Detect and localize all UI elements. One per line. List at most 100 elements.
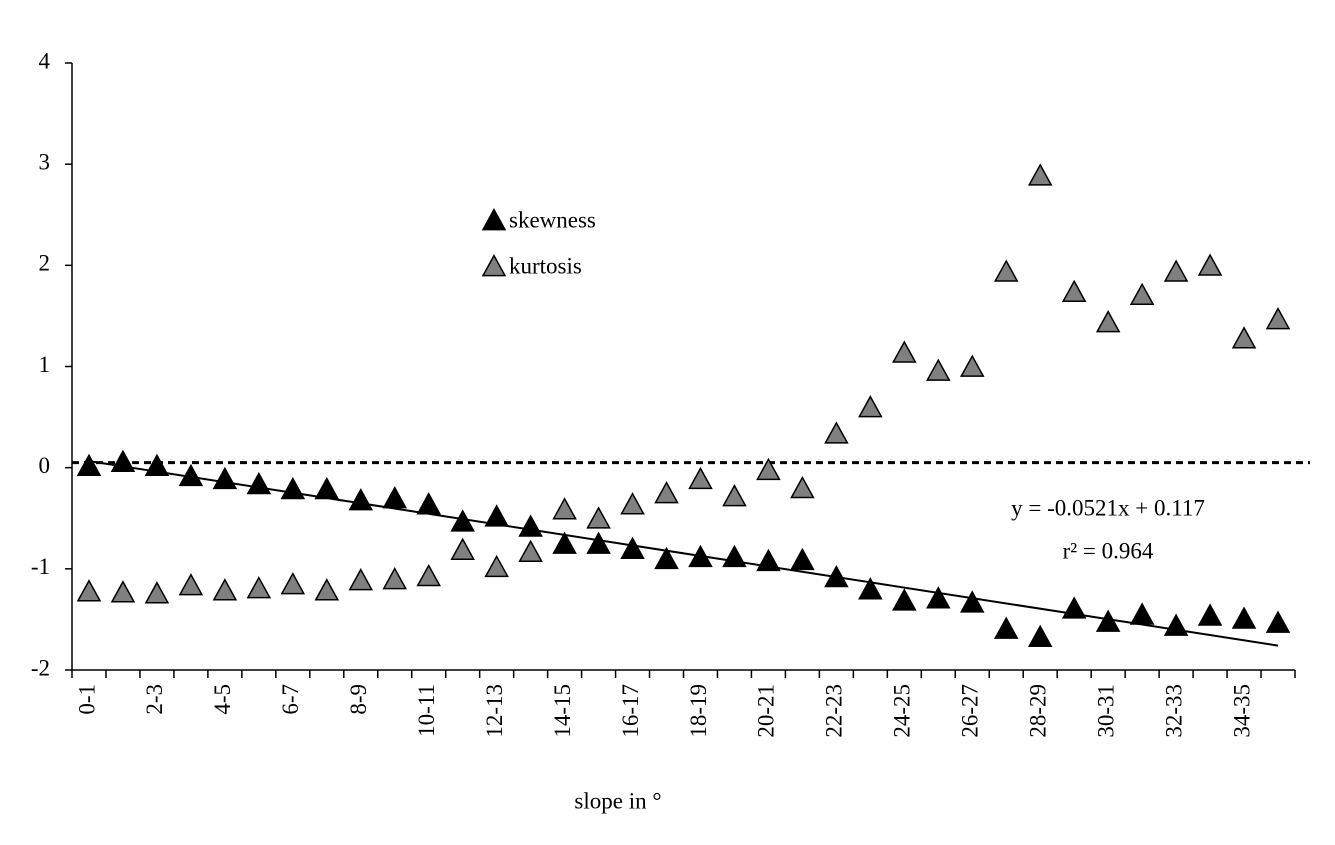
x-tick-label: 20-21 [754, 684, 779, 738]
marker [688, 544, 713, 568]
x-tick-label: 6-7 [278, 684, 303, 715]
marker [144, 581, 170, 604]
marker [1095, 310, 1121, 333]
x-tick-label: 8-9 [346, 684, 371, 715]
x-tick-label: 2-3 [142, 684, 167, 715]
marker [246, 576, 272, 599]
x-tick-label: 12-13 [482, 684, 507, 738]
marker [1027, 163, 1053, 186]
marker [756, 548, 781, 572]
y-tick-label: -2 [31, 655, 50, 680]
x-tick-label: 22-23 [822, 684, 847, 738]
x-tick-label: 0-1 [74, 684, 99, 715]
x-tick-label: 32-33 [1161, 684, 1186, 738]
x-tick-label: 26-27 [958, 684, 983, 738]
y-tick-label: 4 [39, 48, 51, 73]
trend-r2: r² = 0.964 [1063, 538, 1154, 563]
marker [178, 463, 204, 487]
x-tick-label: 34-35 [1229, 684, 1254, 738]
marker [314, 476, 340, 500]
marker [1231, 606, 1257, 629]
marker [586, 531, 611, 554]
marker [756, 457, 781, 481]
marker [1061, 279, 1087, 303]
y-tick-label: 1 [39, 352, 51, 377]
legend-marker [481, 208, 507, 231]
marker [1197, 253, 1223, 276]
marker [959, 354, 985, 377]
marker [824, 421, 849, 444]
marker [348, 488, 374, 511]
marker [993, 616, 1019, 639]
marker [1027, 624, 1053, 647]
legend-marker [481, 254, 507, 277]
marker [926, 586, 951, 609]
x-tick-label: 28-29 [1025, 684, 1050, 738]
marker [790, 547, 815, 571]
marker [1265, 307, 1291, 330]
marker [518, 539, 543, 563]
x-tick-label: 10-11 [414, 684, 439, 737]
marker [1197, 603, 1223, 626]
marker [484, 504, 509, 527]
marker [484, 554, 509, 578]
marker [212, 466, 238, 490]
marker [620, 492, 645, 515]
marker [416, 492, 441, 515]
marker [1129, 282, 1155, 306]
marker [552, 497, 577, 520]
marker [654, 481, 679, 504]
marker [959, 590, 985, 613]
x-tick-label: 4-5 [210, 684, 235, 715]
y-tick-label: 2 [39, 251, 51, 276]
y-tick-label: 3 [39, 149, 51, 174]
marker [212, 578, 238, 601]
marker [824, 564, 849, 588]
marker [1095, 609, 1121, 632]
marker [314, 578, 340, 601]
x-tick-label: 16-17 [618, 684, 643, 738]
marker [450, 537, 475, 560]
marker [892, 340, 917, 363]
marker [1163, 259, 1189, 282]
marker [382, 486, 408, 509]
marker [1231, 326, 1257, 349]
marker [382, 567, 408, 590]
legend-label: kurtosis [509, 253, 582, 278]
marker [348, 568, 374, 591]
marker [688, 466, 713, 490]
marker [993, 259, 1019, 282]
marker [416, 563, 441, 587]
marker [1129, 602, 1155, 625]
marker [1163, 613, 1189, 636]
marker [858, 577, 883, 600]
marker [110, 449, 136, 472]
marker [76, 453, 102, 477]
marker [280, 572, 306, 595]
marker [722, 484, 747, 507]
marker [280, 476, 306, 500]
marker [654, 546, 679, 570]
marker [144, 453, 170, 477]
marker [76, 579, 102, 602]
marker [858, 395, 883, 418]
marker [790, 475, 815, 499]
trend-equation: y = -0.0521x + 0.117 [1011, 495, 1205, 520]
y-tick-label: -1 [31, 554, 50, 579]
x-tick-label: 24-25 [890, 684, 915, 738]
marker [1061, 596, 1087, 619]
marker [586, 506, 611, 529]
marker [450, 509, 475, 532]
marker [1265, 610, 1291, 633]
marker [518, 514, 543, 537]
legend-label: skewness [509, 207, 596, 232]
marker [246, 471, 272, 495]
x-axis-title: slope in ° [574, 788, 661, 813]
marker [110, 580, 136, 603]
marker [892, 588, 917, 611]
marker [552, 531, 577, 554]
x-tick-label: 18-19 [686, 684, 711, 738]
marker [620, 536, 645, 559]
